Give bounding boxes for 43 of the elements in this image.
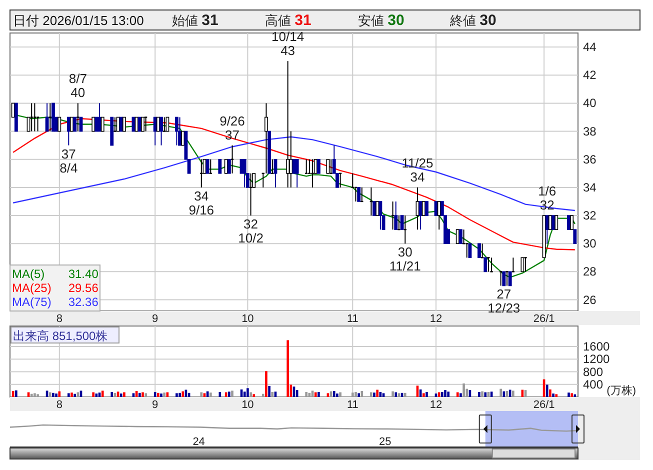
x-tick-label: 12 (430, 313, 442, 325)
x-tick-label: 26/1 (533, 399, 555, 411)
x-tick-label: 8 (56, 399, 62, 411)
annotation: 8/7 40 (68, 71, 87, 100)
y-tick-label: 38 (583, 124, 597, 138)
y-tick-label: 42 (583, 68, 597, 82)
x-tick-label: 10 (242, 313, 254, 325)
annotation: 10/14 43 (272, 29, 304, 58)
x-tick-label: 10 (242, 399, 254, 411)
chart-title: 出来高 851,500株 (13, 329, 108, 343)
text: 始値 31 (172, 12, 218, 29)
annotation: 32 10/2 (238, 216, 264, 246)
annotation: 34 9/16 (188, 188, 214, 218)
text: 安値 30 (358, 12, 404, 29)
x-tick-label: 12 (430, 399, 442, 411)
y-tick-label: 30 (583, 236, 597, 251)
x-tick-label: 25 (378, 436, 392, 448)
y-tick-label: 44 (583, 40, 597, 54)
y-tick-label: 36 (583, 152, 597, 166)
x-tick-label: 8 (56, 313, 62, 325)
y-tick-label: 40 (583, 96, 597, 110)
x-tick-label: 11 (346, 399, 358, 411)
x-tick-label: 24 (192, 436, 205, 448)
y-axis-title: (万株) (606, 384, 636, 397)
y-tick-label: 28 (583, 264, 597, 279)
y-tick-label: 800 (583, 364, 604, 379)
text: 高値 31 (265, 12, 312, 29)
y-tick-label: 1200 (583, 352, 610, 366)
x-tick-label: 11 (346, 313, 358, 325)
chart-title: 日付 2026/01/15 13:00 (13, 13, 144, 28)
y-tick-label: 400 (583, 377, 604, 392)
annotation: 37 8/4 (60, 146, 78, 176)
y-tick-label: 1600 (583, 340, 610, 354)
legend: MA(5) 31.40 MA(25) 29.56 MA(75) 32.36 (10, 264, 100, 312)
annotation: 11/25 34 (402, 155, 434, 184)
y-tick-label: 34 (583, 180, 597, 194)
x-tick-label: 9 (152, 399, 158, 411)
annotation: 30 11/21 (389, 244, 421, 274)
x-tick-label: 9 (152, 313, 158, 325)
x-tick-label: 26/1 (533, 313, 555, 325)
text: 終値 30 (449, 12, 496, 29)
y-tick-label: 32 (583, 208, 597, 223)
y-tick-label: 26 (583, 292, 597, 307)
